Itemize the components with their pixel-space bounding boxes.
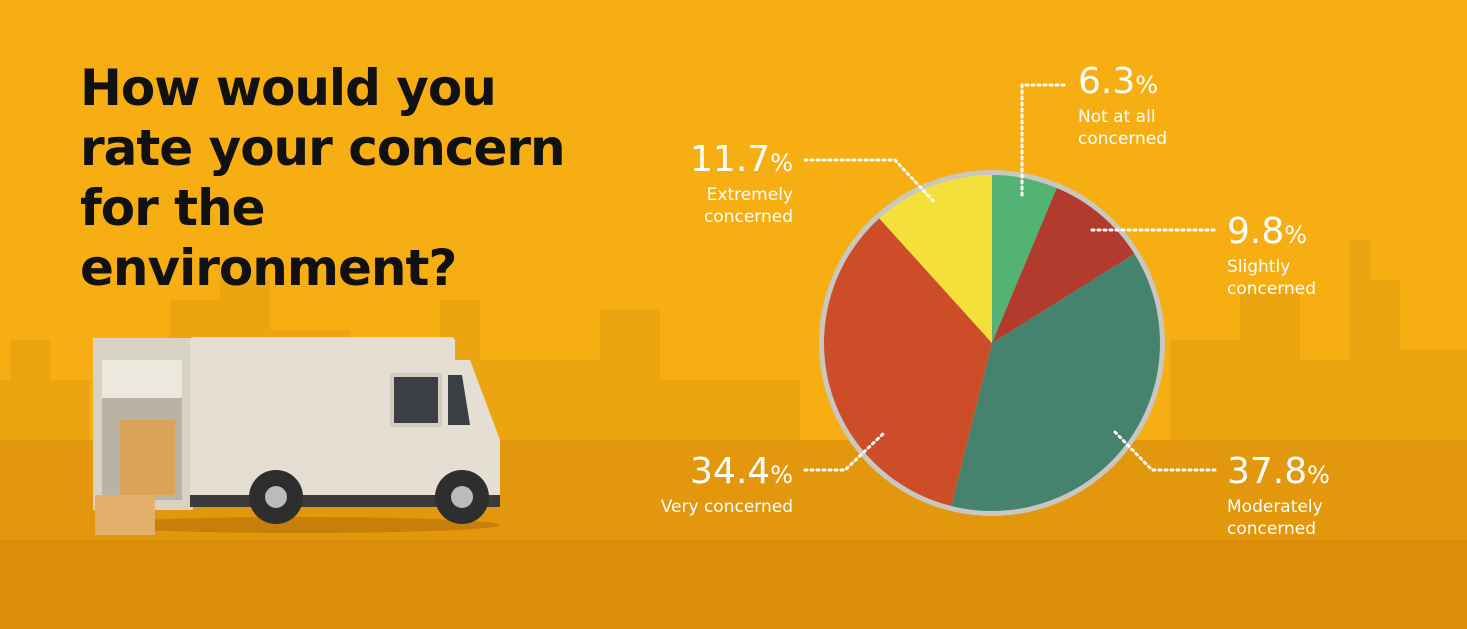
truck bbox=[93, 337, 500, 535]
pie-slice bbox=[992, 175, 1057, 343]
leader-line bbox=[803, 430, 887, 472]
leader-line bbox=[1113, 430, 1218, 472]
category-label: Not at all concerned bbox=[1078, 107, 1167, 149]
category-label: Very concerned bbox=[661, 497, 793, 517]
pie-slice bbox=[992, 187, 1135, 343]
labels: 6.3% Not at all concerned 9.8% Slightly conce… bbox=[661, 61, 1330, 539]
value-label: 6.3% bbox=[1078, 61, 1158, 102]
value-label: 11.7% bbox=[690, 139, 793, 180]
pie-slice bbox=[879, 175, 992, 343]
chart-title: How would you rate your concern for the … bbox=[80, 59, 566, 297]
leader-line bbox=[1020, 83, 1070, 197]
value-label: 37.8% bbox=[1227, 451, 1330, 492]
pie-slice bbox=[824, 218, 992, 506]
category-label: Moderately concerned bbox=[1227, 497, 1323, 539]
category-label: Slightly concerned bbox=[1227, 257, 1316, 299]
pie-slice bbox=[951, 253, 1160, 511]
category-label: Extremely concerned bbox=[704, 185, 793, 227]
leader-line bbox=[803, 158, 937, 205]
value-label: 34.4% bbox=[690, 451, 793, 492]
pie bbox=[819, 170, 1165, 516]
ground-front bbox=[0, 540, 1467, 629]
value-label: 9.8% bbox=[1227, 211, 1307, 252]
